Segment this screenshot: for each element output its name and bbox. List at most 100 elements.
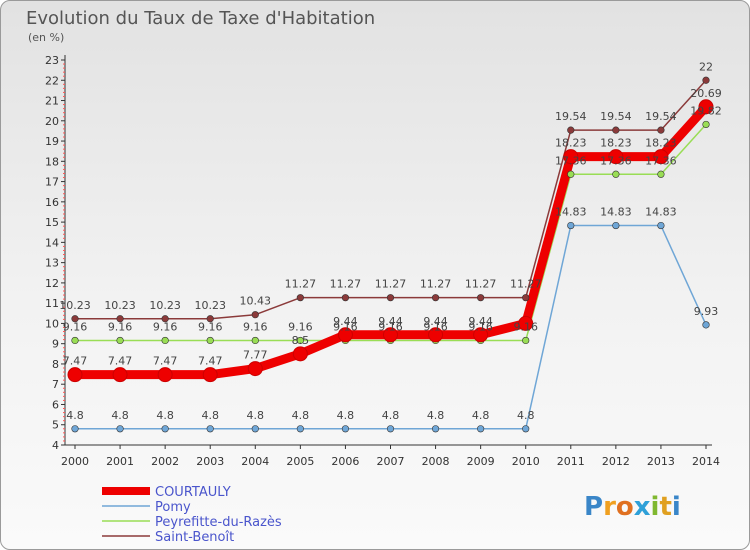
data-label: 4.8: [337, 409, 355, 422]
data-label: 10.23: [104, 299, 136, 312]
x-tick-label: 2008: [422, 455, 450, 468]
data-label: 9.16: [63, 320, 88, 333]
data-label: 10.23: [59, 299, 91, 312]
brand-letter: r: [603, 492, 616, 522]
data-point: [563, 149, 579, 165]
data-point: [202, 367, 218, 383]
data-point: [612, 170, 620, 178]
series-points: [67, 76, 714, 433]
data-point: [206, 425, 214, 433]
data-point: [386, 425, 395, 433]
data-label: 11.27: [375, 278, 407, 291]
data-label: 10.43: [240, 295, 272, 308]
x-tick-label: 2012: [602, 455, 630, 468]
data-point: [296, 425, 304, 433]
y-tick-label: 4: [52, 439, 59, 452]
data-label: 11.27: [420, 278, 452, 291]
data-point: [161, 336, 169, 345]
brand-logo: Proxiti: [584, 492, 681, 522]
x-tick-label: 2005: [286, 455, 314, 468]
y-tick-label: 15: [45, 216, 59, 229]
brand-letter: x: [634, 492, 651, 522]
y-tick-label: 16: [45, 196, 59, 209]
y-tick-label: 5: [52, 419, 59, 432]
data-label: 18.23: [600, 137, 632, 150]
data-label: 22: [699, 60, 713, 73]
x-tick-label: 2009: [467, 455, 495, 468]
x-tick-label: 2004: [241, 455, 269, 468]
data-point: [567, 126, 575, 134]
data-label: 9.16: [513, 320, 538, 333]
data-label: 11.27: [330, 278, 362, 291]
data-point: [157, 367, 173, 383]
data-point: [477, 425, 485, 433]
data-label: 9.44: [423, 315, 448, 328]
y-tick-label: 9: [52, 338, 59, 351]
y-tick-label: 21: [45, 95, 59, 108]
data-label: 9.16: [153, 320, 178, 333]
x-tick-label: 2002: [151, 455, 179, 468]
data-label: 19.54: [600, 110, 632, 123]
data-point: [431, 425, 440, 433]
y-tick-label: 20: [45, 115, 59, 128]
y-tick-label: 14: [45, 236, 59, 249]
data-label: 4.8: [66, 409, 84, 422]
data-label: 4.8: [156, 409, 174, 422]
data-label: 9.16: [468, 320, 493, 333]
data-point: [251, 336, 259, 345]
data-label: 18.23: [645, 137, 677, 150]
x-tick-label: 2006: [331, 455, 359, 468]
data-label: 4.8: [472, 409, 490, 422]
y-tick-label: 18: [45, 155, 59, 168]
brand-letter: i: [672, 492, 681, 522]
axes: 4 5 6 7 8 9 10 11 12 13 14 15 16 17 18 19 20 21 22 23 2000 20…: [45, 54, 720, 468]
data-label: 9.44: [468, 315, 493, 328]
data-point: [477, 294, 485, 302]
data-point: [112, 367, 128, 383]
x-tick-label: 2007: [377, 455, 405, 468]
brand-letter: o: [616, 492, 634, 522]
x-tick-label: 2000: [61, 455, 89, 468]
data-label: 10.23: [149, 299, 181, 312]
y-tick-label: 6: [52, 398, 59, 411]
data-point: [428, 327, 444, 343]
data-label: 7.47: [198, 355, 223, 368]
data-point: [67, 367, 83, 383]
data-label: 9.44: [378, 315, 403, 328]
data-point: [383, 327, 398, 343]
data-point: [698, 99, 714, 115]
x-tick-label: 2010: [512, 455, 540, 468]
data-point: [473, 327, 489, 343]
data-point: [161, 425, 169, 433]
data-label: 20.69: [690, 87, 722, 100]
data-label: 8.5: [292, 334, 310, 347]
data-label: 11.27: [510, 278, 542, 291]
data-point: [702, 120, 710, 129]
x-tick-label: 2003: [196, 455, 224, 468]
data-label: 9.16: [198, 320, 223, 333]
data-point: [702, 76, 710, 84]
data-label: 19.54: [555, 110, 587, 123]
data-point: [341, 425, 350, 433]
data-label: 9.16: [108, 320, 133, 333]
data-point: [71, 315, 79, 323]
y-tick-label: 12: [45, 277, 59, 290]
data-point: [251, 425, 259, 433]
data-point: [161, 315, 169, 323]
y-tick-label: 7: [52, 378, 59, 391]
y-tick-label: 17: [45, 176, 59, 189]
brand-letter: P: [584, 492, 603, 522]
data-point: [71, 336, 79, 345]
data-point: [657, 126, 665, 134]
data-label: 4.8: [292, 409, 310, 422]
data-point: [337, 327, 353, 343]
legend: COURTAULYPomyPeyrefitte-du-RazèsSaint-Be…: [102, 485, 282, 545]
data-label: 19.82: [690, 104, 722, 117]
data-label: 4.8: [111, 409, 129, 422]
legend-label: COURTAULY: [155, 485, 231, 500]
data-label: 17.36: [555, 154, 587, 167]
data-label: 7.47: [108, 355, 133, 368]
y-tick-label: 19: [45, 135, 59, 148]
data-point: [296, 294, 304, 302]
